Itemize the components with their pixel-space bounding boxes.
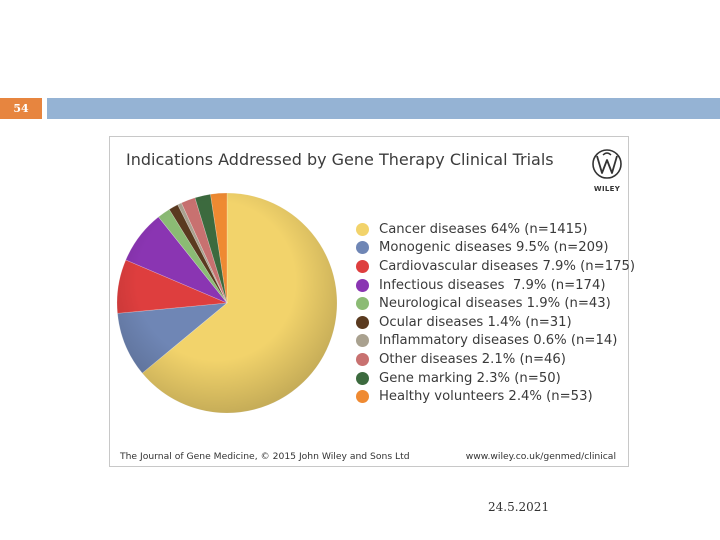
legend-label-4: Neurological diseases 1.9% (n=43)	[379, 296, 611, 312]
legend-label-1: Monogenic diseases 9.5% (n=209)	[379, 240, 609, 256]
wiley-emblem-icon	[592, 149, 622, 179]
chart-title: Indications Addressed by Gene Therapy Cl…	[126, 150, 554, 169]
legend-label-5: Ocular diseases 1.4% (n=31)	[379, 314, 572, 330]
legend-label-0: Cancer diseases 64% (n=1415)	[379, 221, 588, 237]
header-bar	[47, 98, 720, 119]
legend-swatch-4	[356, 297, 369, 311]
legend-item-9: Healthy volunteers 2.4% (n=53)	[356, 387, 635, 406]
legend-swatch-7	[356, 352, 369, 366]
legend-item-1: Monogenic diseases 9.5% (n=209)	[356, 239, 635, 258]
chart-figure: Indications Addressed by Gene Therapy Cl…	[109, 136, 635, 467]
figure-source: The Journal of Gene Medicine, © 2015 Joh…	[120, 451, 410, 462]
wiley-logo: WILEY	[588, 147, 626, 195]
legend-label-2: Cardiovascular diseases 7.9% (n=175)	[379, 258, 636, 274]
legend-swatch-1	[356, 241, 369, 255]
legend-label-7: Other diseases 2.1% (n=46)	[379, 351, 566, 367]
legend-item-8: Gene marking 2.3% (n=50)	[356, 369, 635, 388]
legend-label-3: Infectious diseases 7.9% (n=174)	[379, 277, 606, 293]
legend-item-7: Other diseases 2.1% (n=46)	[356, 350, 635, 369]
publisher-name: WILEY	[593, 185, 621, 193]
legend-item-5: Ocular diseases 1.4% (n=31)	[356, 313, 635, 332]
legend-label-9: Healthy volunteers 2.4% (n=53)	[379, 389, 593, 405]
figure-url: www.wiley.co.uk/genmed/clinical	[465, 451, 616, 462]
legend-label-6: Inflammatory diseases 0.6% (n=14)	[379, 333, 618, 349]
pie-shading	[117, 193, 337, 413]
legend-item-2: Cardiovascular diseases 7.9% (n=175)	[356, 257, 635, 276]
slide-date: 24.5.2021	[488, 500, 550, 514]
legend-label-8: Gene marking 2.3% (n=50)	[379, 370, 561, 386]
legend-swatch-8	[356, 371, 369, 385]
legend-swatch-6	[356, 334, 369, 348]
chart-legend: Cancer diseases 64% (n=1415) Monogenic di…	[356, 220, 635, 406]
legend-item-3: Infectious diseases 7.9% (n=174)	[356, 276, 635, 295]
legend-item-4: Neurological diseases 1.9% (n=43)	[356, 294, 635, 313]
legend-item-6: Inflammatory diseases 0.6% (n=14)	[356, 332, 635, 351]
slide-number: 54	[0, 98, 42, 119]
pie-chart	[116, 192, 338, 414]
legend-swatch-5	[356, 315, 369, 329]
legend-swatch-3	[356, 278, 369, 292]
legend-item-0: Cancer diseases 64% (n=1415)	[356, 220, 635, 239]
legend-swatch-9	[356, 390, 369, 404]
legend-swatch-0	[356, 222, 369, 236]
legend-swatch-2	[356, 259, 369, 273]
